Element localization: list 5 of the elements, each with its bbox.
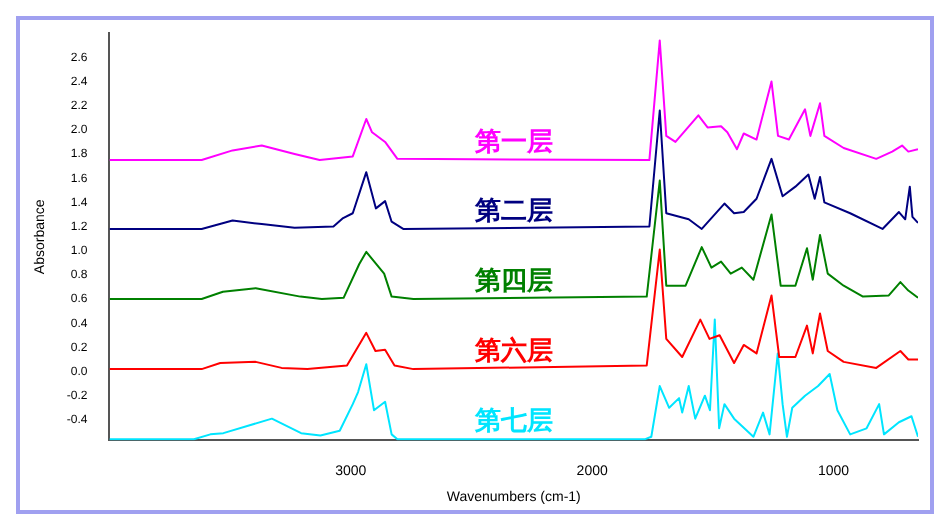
series-label: 第七层 <box>472 406 553 437</box>
series-label: 第一层 <box>472 127 553 158</box>
series-label: 第二层 <box>472 196 553 227</box>
series-label: 第六层 <box>472 334 553 367</box>
series-label: 第四层 <box>472 266 553 297</box>
